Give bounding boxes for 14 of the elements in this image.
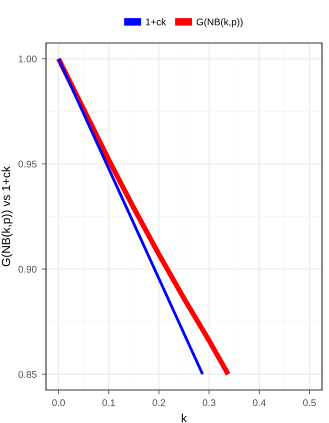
x-tick-label: 0.4 [252,399,266,406]
y-tick-label: 0.95 [18,160,37,168]
x-tick-label: 0.0 [52,399,65,406]
y-tick-label: 0.85 [18,370,37,378]
legend-label: G(NB(k,p)) [196,18,243,28]
y-tick-label: 1.00 [18,56,37,62]
y-tick-label: 0.90 [18,266,37,273]
x-tick-label: 0.5 [303,399,316,406]
x-tick-label: 0.1 [102,399,116,406]
x-tick-label: 0.2 [152,399,166,406]
y-axis-title: G(NB(k,p)) vs 1+ck [1,166,12,266]
legend-label: 1+ck [146,18,166,26]
x-axis-title: k [182,414,187,422]
x-tick-label: 0.3 [202,399,216,406]
